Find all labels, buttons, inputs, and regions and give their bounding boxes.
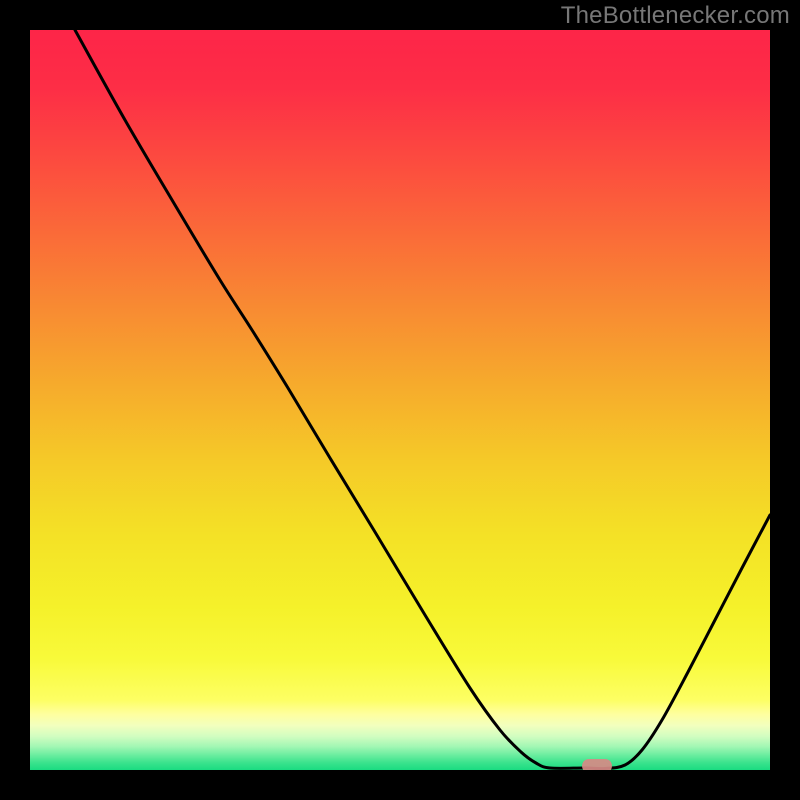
watermark-text: TheBottlenecker.com (561, 2, 790, 30)
bottleneck-chart (0, 0, 800, 800)
chart-frame: TheBottlenecker.com (0, 0, 800, 800)
plot-background (30, 30, 770, 770)
optimal-marker (582, 759, 612, 773)
